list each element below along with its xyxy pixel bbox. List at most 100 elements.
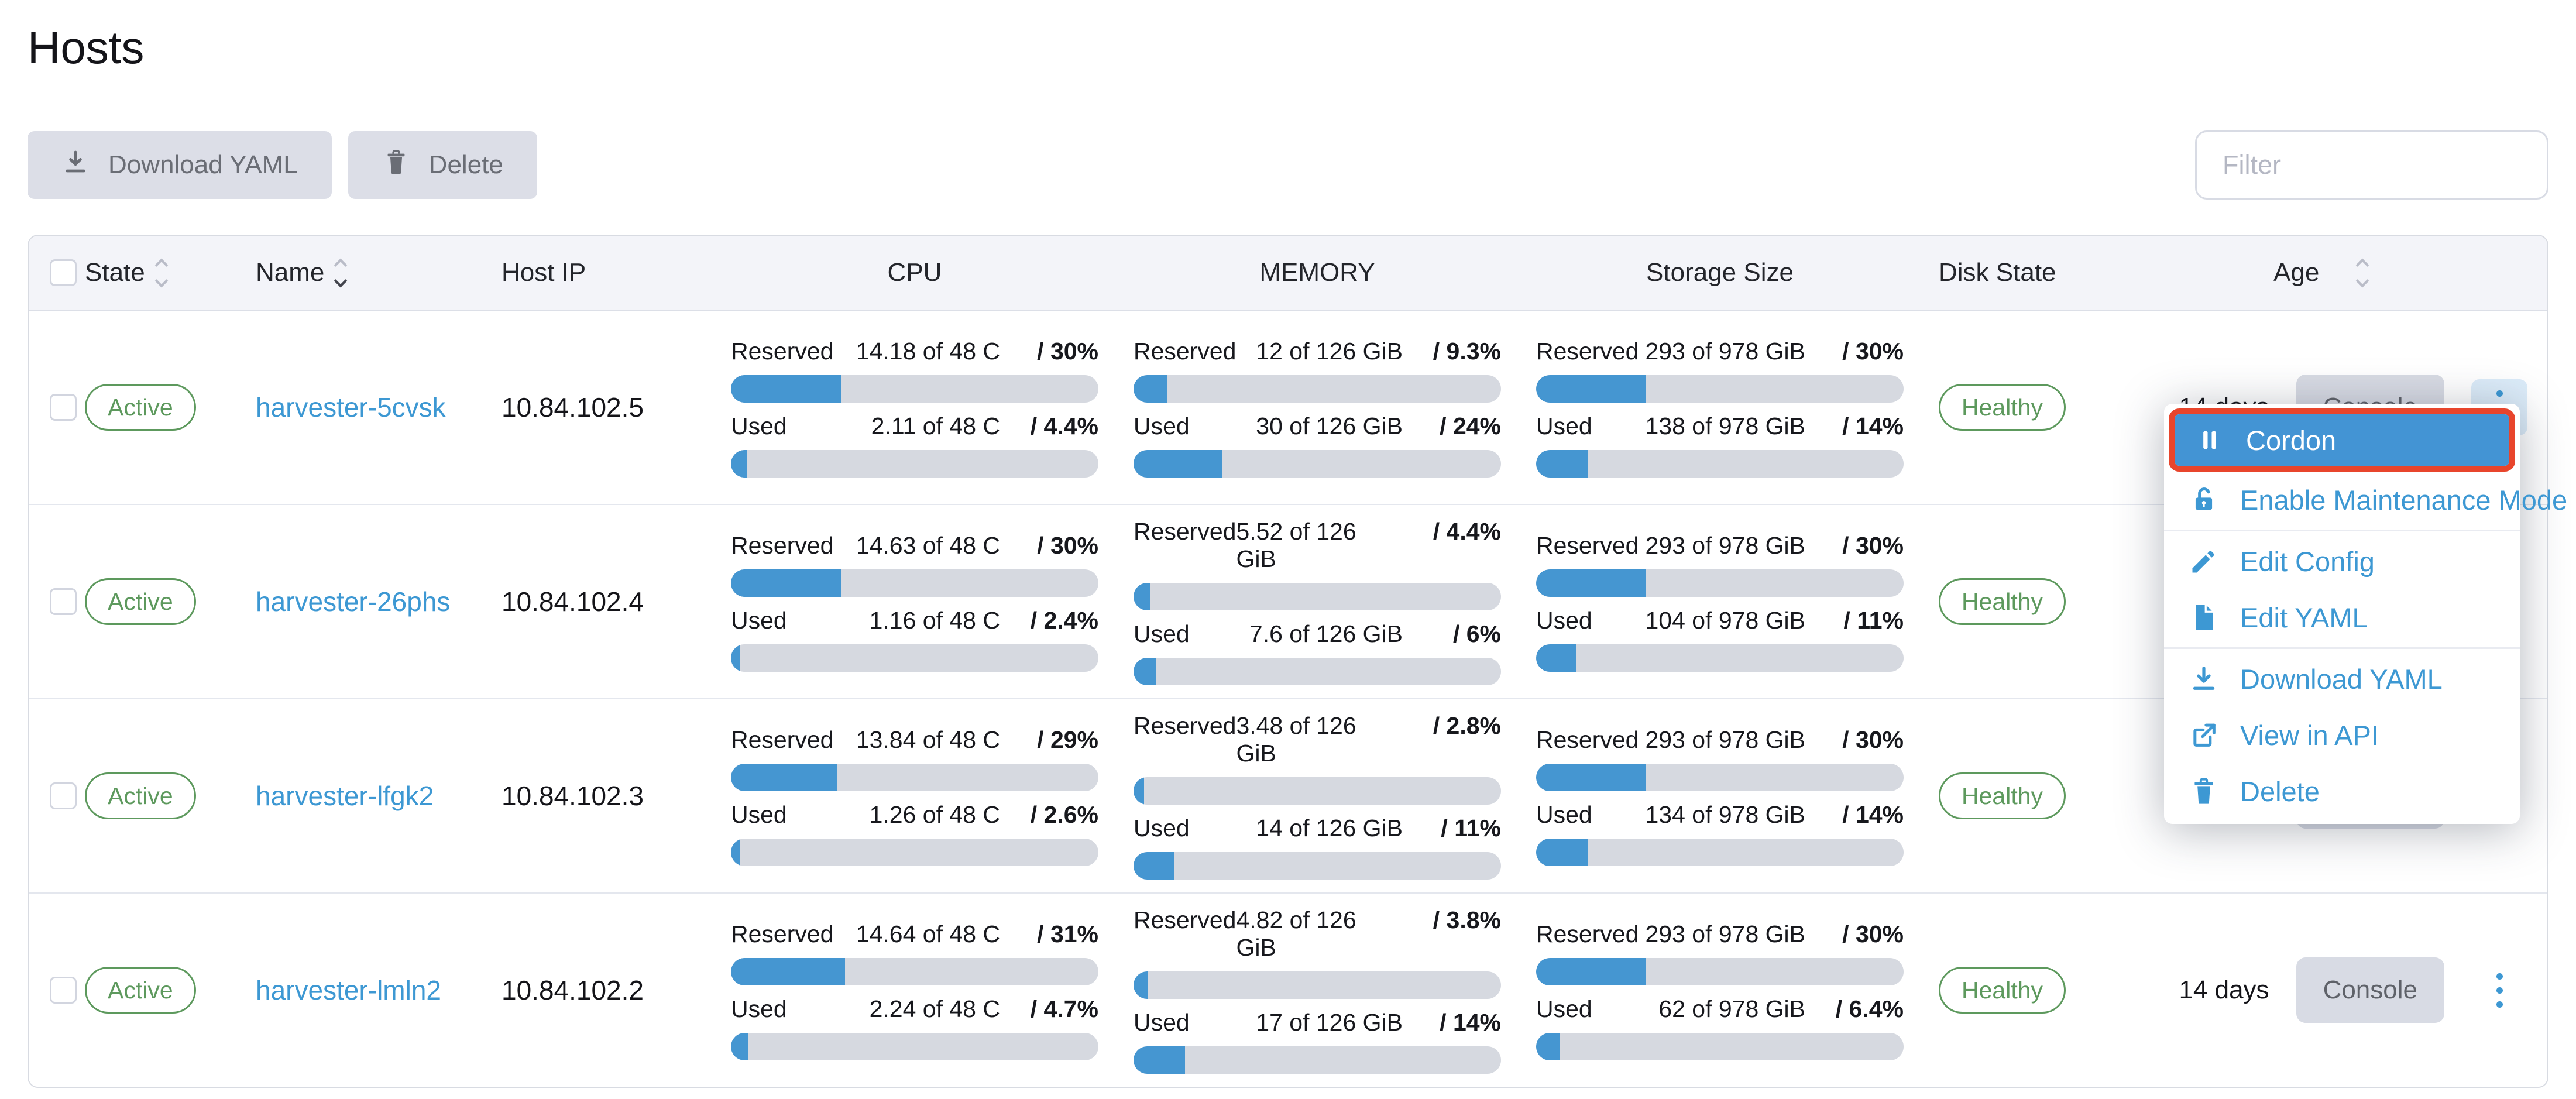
storage-usage-cell: Reserved 293 of 978 GiB / 30% Used 138 of 9…: [1536, 311, 1939, 504]
header-age[interactable]: Age: [2145, 258, 2547, 287]
menu-item-download-yaml[interactable]: Download YAML: [2164, 651, 2520, 707]
hosts-table: State Name Host IP CPU MEMORY Storage Si…: [28, 235, 2548, 1088]
state-badge: Active: [85, 384, 196, 431]
cpu-used-percent: / 4.7%: [1030, 995, 1098, 1022]
header-disk-state: Disk State: [1939, 258, 2056, 287]
memory-reserved-bar: [1134, 375, 1501, 403]
storage-used-value: 62 of 978 GiB: [1658, 995, 1805, 1022]
header-name[interactable]: Name: [256, 258, 502, 287]
row-checkbox[interactable]: [50, 394, 77, 421]
used-label: Used: [1536, 995, 1592, 1022]
cpu-reserved-value: 14.18 of 48 C: [856, 337, 1000, 365]
cpu-used-percent: / 2.4%: [1030, 606, 1098, 634]
reserved-label: Reserved: [1536, 531, 1639, 559]
storage-used-percent: / 14%: [1842, 412, 1904, 439]
delete-button[interactable]: Delete: [348, 131, 537, 199]
menu-divider: [2164, 647, 2520, 649]
pause-icon: [2194, 425, 2225, 455]
storage-reserved-bar: [1536, 375, 1904, 403]
menu-item-cordon[interactable]: Cordon: [2175, 414, 2509, 466]
memory-usage-cell: Reserved 12 of 126 GiB / 9.3% Used 30 of 12…: [1134, 311, 1536, 504]
memory-used-percent: / 24%: [1440, 412, 1501, 439]
cpu-reserved-bar: [731, 957, 1098, 985]
disk-state-badge: Healthy: [1939, 578, 2066, 625]
reserved-label: Reserved: [1536, 726, 1639, 753]
host-name-link[interactable]: harvester-lfgk2: [256, 781, 434, 811]
reserved-label: Reserved: [1536, 920, 1639, 947]
storage-used-bar: [1536, 449, 1904, 478]
trash-icon: [2189, 776, 2219, 806]
row-checkbox[interactable]: [50, 977, 77, 1004]
memory-used-bar: [1134, 449, 1501, 478]
cpu-usage-cell: Reserved 14.18 of 48 C / 30% Used 2.11 of 4…: [731, 311, 1134, 504]
memory-used-percent: / 11%: [1441, 815, 1501, 842]
external-link-icon: [2189, 720, 2219, 750]
table-row: Active harvester-lmln2 10.84.102.2 Reser…: [29, 894, 2547, 1087]
menu-item-view-in-api[interactable]: View in API: [2164, 707, 2520, 763]
row-checkbox[interactable]: [50, 782, 77, 809]
memory-reserved-value: 4.82 of 126 GiB: [1236, 906, 1356, 961]
memory-reserved-value: 12 of 126 GiB: [1256, 337, 1403, 365]
memory-used-value: 30 of 126 GiB: [1256, 412, 1403, 439]
storage-reserved-value: 293 of 978 GiB: [1645, 920, 1805, 947]
memory-used-value: 14 of 126 GiB: [1256, 815, 1403, 842]
pencil-icon: [2189, 546, 2219, 576]
storage-used-percent: / 14%: [1842, 801, 1904, 828]
menu-item-edit-yaml[interactable]: Edit YAML: [2164, 589, 2520, 645]
table-row: Active harvester-5cvsk 10.84.102.5 Reser…: [29, 311, 2547, 505]
memory-reserved-bar: [1134, 583, 1501, 610]
host-name-link[interactable]: harvester-5cvsk: [256, 392, 446, 423]
cpu-reserved-bar: [731, 375, 1098, 403]
toolbar: Download YAML Delete: [28, 130, 2548, 200]
storage-reserved-bar: [1536, 763, 1904, 791]
cpu-used-bar: [731, 1032, 1098, 1060]
row-checkbox[interactable]: [50, 588, 77, 615]
reserved-label: Reserved: [731, 531, 834, 559]
download-yaml-button[interactable]: Download YAML: [28, 131, 332, 199]
used-label: Used: [1536, 412, 1592, 439]
menu-item-enable-maintenance-mode[interactable]: Enable Maintenance Mode: [2164, 472, 2567, 528]
cpu-usage-cell: Reserved 14.63 of 48 C / 30% Used 1.16 of 4…: [731, 505, 1134, 698]
disk-state-badge: Healthy: [1939, 772, 2066, 819]
age-text: 14 days: [2179, 976, 2269, 1004]
cpu-used-percent: / 2.6%: [1030, 801, 1098, 828]
menu-item-delete[interactable]: Delete: [2164, 763, 2520, 819]
delete-label: Delete: [428, 150, 503, 179]
cpu-reserved-value: 14.63 of 48 C: [856, 531, 1000, 559]
memory-usage-cell: Reserved 4.82 of 126 GiB / 3.8% Used 17 of …: [1134, 894, 1536, 1087]
header-state[interactable]: State: [85, 258, 256, 287]
memory-used-bar: [1134, 852, 1501, 880]
console-button[interactable]: Console: [2296, 957, 2444, 1023]
storage-used-bar: [1536, 1032, 1904, 1060]
cpu-reserved-bar: [731, 763, 1098, 791]
row-actions-kebab-icon[interactable]: [2471, 962, 2527, 1018]
host-name-link[interactable]: harvester-lmln2: [256, 975, 441, 1005]
memory-reserved-bar: [1134, 971, 1501, 999]
used-label: Used: [1134, 620, 1190, 647]
state-badge: Active: [85, 578, 196, 625]
memory-reserved-value: 3.48 of 126 GiB: [1236, 712, 1356, 767]
select-all-checkbox[interactable]: [50, 259, 77, 286]
storage-reserved-percent: / 30%: [1842, 337, 1904, 365]
host-ip-text: 10.84.102.5: [502, 392, 644, 423]
host-ip-text: 10.84.102.3: [502, 781, 644, 811]
host-name-link[interactable]: harvester-26phs: [256, 586, 451, 617]
cpu-used-value: 1.26 of 48 C: [869, 801, 1000, 828]
reserved-label: Reserved: [731, 337, 834, 365]
memory-used-percent: / 6%: [1452, 620, 1501, 647]
filter-input[interactable]: [2195, 130, 2548, 200]
storage-used-value: 138 of 978 GiB: [1645, 412, 1805, 439]
memory-usage-cell: Reserved 3.48 of 126 GiB / 2.8% Used 14 of …: [1134, 699, 1536, 892]
memory-usage-cell: Reserved 5.52 of 126 GiB / 4.4% Used 7.6 of…: [1134, 505, 1536, 698]
cpu-reserved-bar: [731, 569, 1098, 597]
header-memory: MEMORY: [1259, 258, 1375, 287]
trash-icon: [382, 148, 410, 183]
table-body: Active harvester-5cvsk 10.84.102.5 Reser…: [29, 311, 2547, 1087]
cpu-usage-cell: Reserved 14.64 of 48 C / 31% Used 2.24 of 4…: [731, 894, 1134, 1087]
storage-reserved-bar: [1536, 569, 1904, 597]
menu-item-edit-config[interactable]: Edit Config: [2164, 533, 2520, 589]
used-label: Used: [731, 801, 787, 828]
storage-usage-cell: Reserved 293 of 978 GiB / 30% Used 104 of 9…: [1536, 505, 1939, 698]
sort-arrows: [2355, 258, 2369, 287]
storage-reserved-percent: / 30%: [1842, 726, 1904, 753]
